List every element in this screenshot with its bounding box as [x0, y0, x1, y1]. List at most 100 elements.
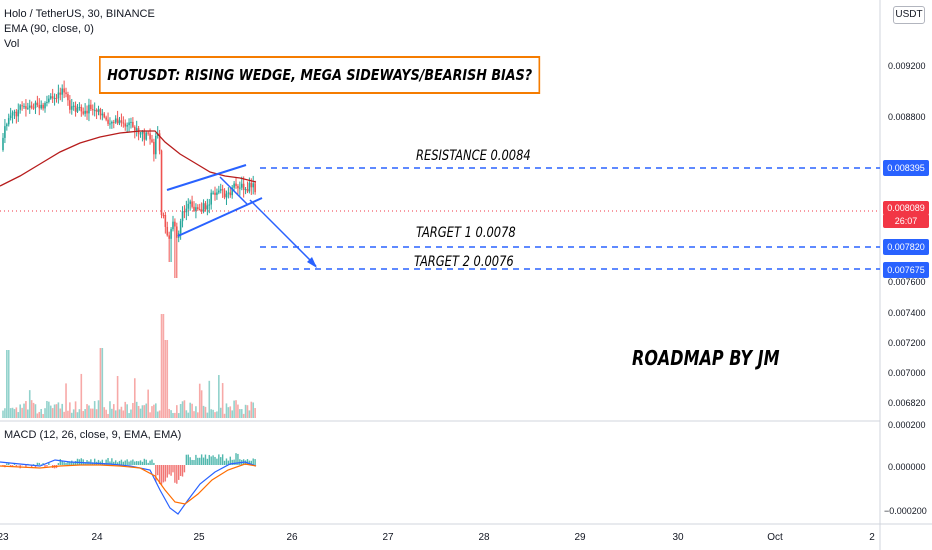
macd-histogram-bar [218, 454, 220, 465]
volume-bar [34, 404, 37, 418]
candle-body [210, 192, 212, 205]
macd-histogram-bar [128, 461, 130, 465]
volume-bar [166, 340, 169, 418]
volume-bar [168, 408, 170, 418]
last-price-label: 0.008089 [883, 201, 929, 215]
candle-body [7, 118, 10, 125]
candle-body [44, 103, 46, 109]
candle-body [206, 205, 209, 210]
volume-bar [30, 400, 33, 418]
candle-body [84, 110, 86, 114]
candle-body [46, 101, 48, 104]
volume-bar [223, 413, 226, 418]
rising-wedge [166, 164, 317, 268]
volume-bar [19, 404, 21, 418]
macd-histogram-bar [149, 460, 151, 465]
volume-bar [193, 411, 195, 418]
candle-body [82, 111, 85, 114]
price-tick-label: 0.006820 [888, 398, 926, 408]
volume-bar [235, 400, 237, 418]
candle-body [42, 104, 44, 109]
candle-body [212, 192, 214, 194]
level-lines [0, 167, 880, 270]
macd-histogram-bar [248, 460, 251, 465]
candle-body [135, 128, 138, 131]
candle-body [21, 105, 23, 107]
currency-button[interactable]: USDT [893, 6, 925, 24]
candle-body [202, 203, 205, 212]
volume-bar [218, 375, 220, 418]
candle-body [40, 104, 42, 109]
volume-bar [59, 408, 62, 418]
macd-histogram-bar [48, 463, 50, 465]
volume-bar [160, 314, 163, 418]
candle-body [107, 119, 109, 124]
volume-legend: Vol [4, 38, 20, 50]
macd-histogram-bar [233, 459, 235, 465]
macd-histogram-bar [176, 465, 178, 484]
macd-histogram-bar [237, 453, 239, 465]
candle-body [219, 189, 222, 191]
time-axis[interactable]: 23 24 25 26 27 28 29 30 Oct 2 [0, 532, 875, 543]
volume-bar [105, 409, 107, 418]
volume-bar [172, 413, 174, 418]
volume-bar [93, 401, 96, 418]
candle-body [36, 102, 39, 105]
volume-bar [109, 401, 111, 418]
volume-bar [80, 373, 83, 418]
volume-bar [46, 400, 48, 418]
candle-body [69, 100, 71, 110]
volume-bar [84, 409, 86, 418]
candle-body [216, 192, 218, 195]
volume-bar [99, 348, 102, 418]
macd-histogram-bar [80, 458, 83, 465]
price-tick-label: 0.008800 [888, 112, 926, 122]
candle-body [55, 97, 58, 99]
ema-legend: EMA (90, close, 0) [4, 23, 94, 35]
volume-bar [38, 411, 41, 418]
candle-body [168, 235, 170, 239]
macd-histogram-bar [107, 458, 109, 465]
volume-bar [191, 403, 193, 418]
candle-body [116, 118, 119, 124]
macd-histogram-bar [42, 463, 44, 465]
macd-pane [0, 453, 257, 515]
macd-histogram-bar [210, 456, 212, 465]
volume-bar [67, 410, 69, 418]
candle-body [95, 109, 98, 112]
macd-histogram-bar [187, 454, 189, 465]
price-axis[interactable]: 0.009200 0.008800 0.007600 0.007400 0.007200… [884, 61, 927, 516]
macd-histogram-bar [164, 465, 167, 482]
time-tick-label: 26 [286, 532, 298, 543]
volume-bar [49, 405, 52, 418]
macd-histogram-bar [118, 460, 121, 465]
volume-bar [72, 409, 75, 418]
volume-bar [248, 410, 251, 418]
volume-bar [132, 402, 134, 418]
macd-histogram-bar [170, 465, 172, 476]
macd-histogram-bar [223, 460, 226, 465]
candle-body [166, 226, 169, 236]
macd-line [0, 459, 257, 515]
candle-body [130, 121, 132, 123]
macd-histogram-bar [183, 465, 186, 473]
volume-bar [229, 406, 232, 418]
candle-body [27, 107, 29, 109]
macd-histogram-bar [44, 465, 46, 468]
volume-bar [185, 410, 188, 418]
macd-histogram-bar [8, 463, 10, 465]
candle-body [111, 121, 113, 124]
volume-bar [147, 389, 149, 418]
volume-bar [130, 409, 132, 418]
candle-body [63, 88, 65, 93]
candle-body [248, 182, 251, 192]
candle-body [103, 113, 106, 118]
macd-histogram-bar [136, 461, 138, 465]
volume-bar [128, 413, 130, 418]
time-tick-label: 30 [672, 532, 684, 543]
candle-body [174, 221, 176, 227]
volume-bar [221, 383, 224, 418]
candle-body [132, 121, 134, 127]
target2-price-label: 0.007675 [883, 262, 929, 278]
